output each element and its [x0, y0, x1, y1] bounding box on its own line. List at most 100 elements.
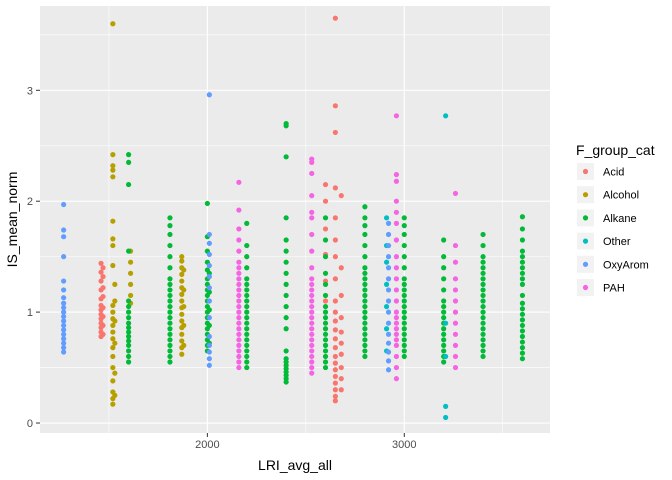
- data-point: [167, 342, 173, 348]
- data-point: [61, 331, 67, 337]
- data-point: [322, 337, 329, 343]
- data-point: [244, 303, 250, 310]
- legend-label: PAH: [603, 283, 625, 295]
- data-point: [100, 293, 106, 300]
- data-point: [393, 298, 400, 304]
- data-point: [441, 342, 447, 348]
- data-point: [480, 254, 486, 260]
- data-point: [206, 356, 212, 362]
- data-point: [61, 300, 67, 306]
- data-point: [332, 353, 338, 360]
- data-point: [362, 223, 368, 229]
- data-point: [283, 120, 289, 127]
- data-point: [362, 276, 368, 282]
- data-point: [100, 305, 106, 311]
- data-point: [167, 326, 173, 332]
- legend-marker: [582, 238, 589, 244]
- legend-item-other: Other: [577, 232, 631, 250]
- legend-label: Alkane: [603, 213, 637, 225]
- data-point: [519, 300, 526, 306]
- data-point: [126, 303, 132, 310]
- data-point: [167, 337, 173, 343]
- data-point: [181, 303, 187, 310]
- data-point: [322, 364, 329, 371]
- data-point: [309, 156, 315, 162]
- data-point: [322, 320, 329, 326]
- series-oxyarom: [61, 92, 392, 373]
- data-point: [519, 317, 526, 323]
- data-point: [244, 315, 250, 321]
- legend-label: Acid: [603, 167, 624, 179]
- data-point: [127, 281, 134, 287]
- legend-label: Other: [603, 236, 631, 248]
- x-axis-title: LRI_avg_all: [258, 457, 332, 473]
- data-point: [441, 265, 447, 271]
- data-point: [244, 342, 250, 348]
- data-point: [61, 278, 67, 284]
- data-point: [401, 254, 407, 260]
- data-point: [244, 359, 250, 365]
- data-point: [332, 373, 338, 380]
- data-point: [443, 414, 449, 421]
- data-point: [126, 320, 132, 326]
- data-point: [385, 309, 392, 315]
- data-point: [244, 353, 250, 360]
- data-point: [385, 220, 392, 226]
- data-point: [309, 231, 315, 238]
- data-point: [332, 318, 338, 324]
- data-point: [112, 392, 118, 398]
- data-point: [401, 309, 407, 315]
- data-point: [244, 320, 250, 326]
- data-point: [112, 318, 118, 324]
- data-point: [127, 292, 134, 299]
- data-point: [244, 292, 250, 299]
- data-point: [332, 185, 338, 191]
- data-point: [338, 364, 344, 371]
- data-point: [110, 309, 116, 315]
- series-acid: [98, 15, 344, 404]
- data-point: [362, 337, 368, 343]
- legend-item-acid: Acid: [577, 163, 624, 180]
- data-point: [236, 309, 242, 315]
- data-point: [127, 259, 134, 265]
- data-point: [309, 303, 315, 310]
- data-point: [322, 237, 329, 243]
- data-point: [480, 292, 486, 299]
- data-point: [206, 92, 212, 98]
- data-point: [179, 278, 185, 284]
- data-point: [236, 342, 242, 348]
- data-point: [322, 254, 329, 260]
- data-point: [179, 338, 185, 344]
- data-point: [283, 356, 289, 362]
- data-point: [338, 265, 344, 271]
- data-point: [126, 152, 132, 158]
- data-point: [393, 220, 400, 226]
- data-point: [244, 276, 250, 282]
- data-point: [309, 170, 315, 177]
- data-point: [480, 276, 486, 282]
- data-point: [236, 364, 242, 371]
- data-point: [393, 376, 400, 382]
- data-point: [401, 223, 407, 229]
- data-point: [480, 281, 486, 287]
- data-point: [393, 254, 400, 260]
- legend-marker: [582, 168, 589, 175]
- data-point: [167, 315, 173, 321]
- data-point: [244, 331, 250, 337]
- data-point: [244, 242, 250, 249]
- y-tick-label: 1: [27, 307, 33, 319]
- data-point: [441, 331, 447, 337]
- data-point: [443, 113, 449, 119]
- data-point: [401, 298, 407, 304]
- data-point: [393, 315, 400, 321]
- data-point: [385, 358, 392, 364]
- data-point: [385, 331, 392, 337]
- data-point: [236, 331, 242, 337]
- data-point: [519, 339, 526, 345]
- data-point: [236, 287, 242, 293]
- data-point: [206, 251, 212, 258]
- data-point: [452, 190, 459, 197]
- data-point: [309, 287, 315, 293]
- data-point: [480, 326, 486, 332]
- data-point: [401, 265, 407, 271]
